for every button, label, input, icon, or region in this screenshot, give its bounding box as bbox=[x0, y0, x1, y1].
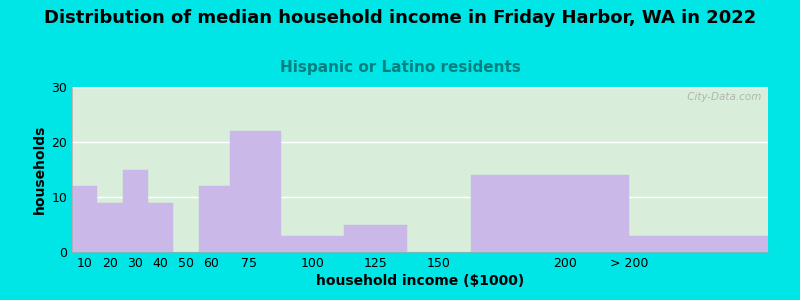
X-axis label: household income ($1000): household income ($1000) bbox=[316, 274, 524, 288]
Bar bbox=[629, 236, 768, 252]
Text: Distribution of median household income in Friday Harbor, WA in 2022: Distribution of median household income … bbox=[44, 9, 756, 27]
Bar bbox=[98, 202, 122, 252]
Bar bbox=[72, 186, 98, 252]
Bar bbox=[148, 202, 174, 252]
Bar bbox=[281, 236, 344, 252]
Y-axis label: households: households bbox=[33, 125, 47, 214]
Bar bbox=[198, 186, 230, 252]
Text: City-Data.com: City-Data.com bbox=[684, 92, 761, 102]
Bar bbox=[344, 224, 407, 252]
Bar bbox=[230, 131, 281, 252]
Bar bbox=[122, 169, 148, 252]
Bar bbox=[470, 175, 629, 252]
Text: Hispanic or Latino residents: Hispanic or Latino residents bbox=[279, 60, 521, 75]
